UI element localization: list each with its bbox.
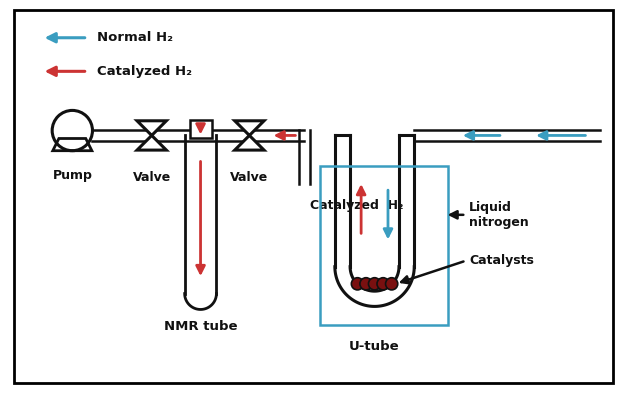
- Circle shape: [377, 278, 389, 290]
- Polygon shape: [137, 121, 166, 136]
- Circle shape: [369, 278, 381, 290]
- Bar: [189, 120, 211, 138]
- Text: Catalyzed  H₂: Catalyzed H₂: [310, 199, 404, 212]
- Text: Pump: Pump: [53, 169, 92, 182]
- Circle shape: [351, 278, 364, 290]
- Circle shape: [360, 278, 372, 290]
- Text: Catalyzed H₂: Catalyzed H₂: [97, 65, 192, 78]
- Text: Valve: Valve: [230, 171, 268, 184]
- Polygon shape: [234, 121, 264, 136]
- Text: Valve: Valve: [132, 171, 171, 184]
- Bar: [320, 166, 448, 325]
- Text: Catalysts: Catalysts: [469, 254, 534, 267]
- Polygon shape: [234, 136, 264, 150]
- Circle shape: [386, 278, 398, 290]
- Text: NMR tube: NMR tube: [164, 320, 237, 333]
- Text: U-tube: U-tube: [349, 340, 400, 353]
- Text: Normal H₂: Normal H₂: [97, 31, 173, 44]
- Text: Liquid
nitrogen: Liquid nitrogen: [469, 201, 529, 229]
- Polygon shape: [137, 136, 166, 150]
